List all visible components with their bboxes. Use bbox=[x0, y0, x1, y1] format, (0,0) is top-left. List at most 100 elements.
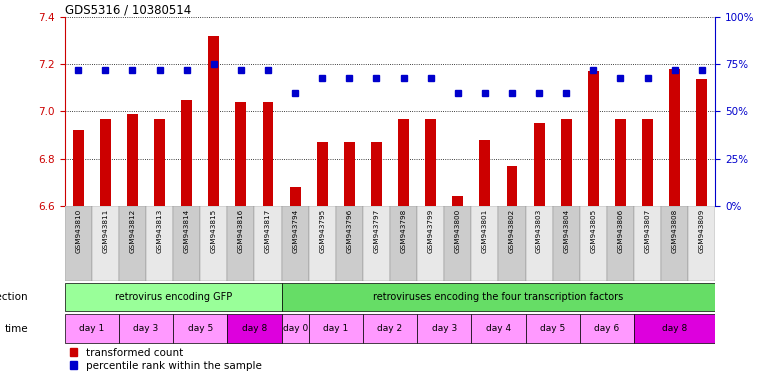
FancyBboxPatch shape bbox=[282, 206, 309, 281]
Text: GSM943806: GSM943806 bbox=[617, 209, 623, 253]
Bar bbox=[561, 119, 572, 206]
Text: time: time bbox=[5, 324, 28, 334]
Bar bbox=[282, 314, 309, 343]
Bar bbox=[181, 100, 192, 206]
Text: GSM943814: GSM943814 bbox=[183, 209, 189, 253]
Bar bbox=[425, 119, 436, 206]
Text: GSM943815: GSM943815 bbox=[211, 209, 217, 253]
Text: GSM943799: GSM943799 bbox=[428, 209, 434, 253]
FancyBboxPatch shape bbox=[174, 206, 200, 281]
Text: GSM943807: GSM943807 bbox=[645, 209, 651, 253]
FancyBboxPatch shape bbox=[471, 206, 498, 281]
Bar bbox=[263, 102, 273, 206]
Bar bbox=[634, 314, 715, 343]
FancyBboxPatch shape bbox=[363, 206, 390, 281]
Text: day 0: day 0 bbox=[282, 324, 307, 333]
Text: GSM943805: GSM943805 bbox=[591, 209, 597, 253]
FancyBboxPatch shape bbox=[607, 206, 634, 281]
Text: day 4: day 4 bbox=[486, 324, 511, 333]
FancyBboxPatch shape bbox=[309, 206, 336, 281]
FancyBboxPatch shape bbox=[526, 206, 552, 281]
FancyBboxPatch shape bbox=[417, 206, 444, 281]
Text: GSM943804: GSM943804 bbox=[563, 209, 569, 253]
Text: retrovirus encoding GFP: retrovirus encoding GFP bbox=[114, 292, 232, 302]
FancyBboxPatch shape bbox=[498, 206, 526, 281]
Bar bbox=[65, 314, 119, 343]
FancyBboxPatch shape bbox=[119, 206, 146, 281]
Bar bbox=[65, 283, 282, 311]
FancyBboxPatch shape bbox=[688, 206, 715, 281]
FancyBboxPatch shape bbox=[65, 206, 92, 281]
Bar bbox=[344, 142, 355, 206]
Text: GSM943801: GSM943801 bbox=[482, 209, 488, 253]
Bar bbox=[452, 196, 463, 206]
Text: day 8: day 8 bbox=[662, 324, 687, 333]
Text: retroviruses encoding the four transcription factors: retroviruses encoding the four transcrip… bbox=[374, 292, 623, 302]
Bar bbox=[282, 283, 715, 311]
Text: day 5: day 5 bbox=[188, 324, 213, 333]
Bar bbox=[371, 142, 382, 206]
Bar bbox=[119, 314, 174, 343]
Text: GSM943796: GSM943796 bbox=[346, 209, 352, 253]
Bar bbox=[471, 314, 526, 343]
Text: GSM943811: GSM943811 bbox=[102, 209, 108, 253]
Bar bbox=[479, 140, 490, 206]
Bar bbox=[154, 119, 165, 206]
Text: GSM943817: GSM943817 bbox=[265, 209, 271, 253]
Text: infection: infection bbox=[0, 292, 28, 302]
FancyBboxPatch shape bbox=[634, 206, 661, 281]
Bar bbox=[235, 102, 247, 206]
FancyBboxPatch shape bbox=[444, 206, 471, 281]
Text: GSM943800: GSM943800 bbox=[455, 209, 461, 253]
Text: day 3: day 3 bbox=[431, 324, 457, 333]
Bar bbox=[363, 314, 417, 343]
Text: GSM943798: GSM943798 bbox=[400, 209, 406, 253]
FancyBboxPatch shape bbox=[336, 206, 363, 281]
Legend: transformed count, percentile rank within the sample: transformed count, percentile rank withi… bbox=[70, 348, 261, 371]
Bar bbox=[417, 314, 471, 343]
Text: GDS5316 / 10380514: GDS5316 / 10380514 bbox=[65, 3, 191, 16]
Bar bbox=[290, 187, 301, 206]
Text: GSM943813: GSM943813 bbox=[157, 209, 163, 253]
Bar bbox=[533, 123, 545, 206]
Bar bbox=[615, 119, 626, 206]
Text: day 6: day 6 bbox=[594, 324, 619, 333]
Text: GSM943816: GSM943816 bbox=[238, 209, 244, 253]
FancyBboxPatch shape bbox=[200, 206, 228, 281]
Bar bbox=[526, 314, 580, 343]
Bar bbox=[696, 78, 707, 206]
Bar bbox=[588, 71, 599, 206]
Text: GSM943802: GSM943802 bbox=[509, 209, 515, 253]
Bar bbox=[209, 36, 219, 206]
Bar bbox=[580, 314, 634, 343]
Text: day 1: day 1 bbox=[323, 324, 349, 333]
Bar bbox=[398, 119, 409, 206]
Bar bbox=[309, 314, 363, 343]
Text: GSM943795: GSM943795 bbox=[319, 209, 325, 253]
Bar bbox=[317, 142, 328, 206]
Bar bbox=[669, 69, 680, 206]
Text: GSM943809: GSM943809 bbox=[699, 209, 705, 253]
Text: GSM943797: GSM943797 bbox=[374, 209, 380, 253]
Text: GSM943810: GSM943810 bbox=[75, 209, 81, 253]
Bar bbox=[127, 114, 138, 206]
Text: GSM943794: GSM943794 bbox=[292, 209, 298, 253]
FancyBboxPatch shape bbox=[390, 206, 417, 281]
Bar bbox=[73, 130, 84, 206]
Text: day 8: day 8 bbox=[242, 324, 267, 333]
FancyBboxPatch shape bbox=[92, 206, 119, 281]
Bar bbox=[642, 119, 653, 206]
Bar bbox=[174, 314, 228, 343]
Text: day 1: day 1 bbox=[79, 324, 104, 333]
FancyBboxPatch shape bbox=[254, 206, 282, 281]
FancyBboxPatch shape bbox=[661, 206, 688, 281]
FancyBboxPatch shape bbox=[580, 206, 607, 281]
Bar bbox=[228, 314, 282, 343]
FancyBboxPatch shape bbox=[146, 206, 174, 281]
Text: GSM943803: GSM943803 bbox=[536, 209, 542, 253]
Text: day 5: day 5 bbox=[540, 324, 565, 333]
Bar bbox=[507, 166, 517, 206]
Text: day 2: day 2 bbox=[377, 324, 403, 333]
Bar bbox=[100, 119, 111, 206]
Text: GSM943812: GSM943812 bbox=[129, 209, 135, 253]
